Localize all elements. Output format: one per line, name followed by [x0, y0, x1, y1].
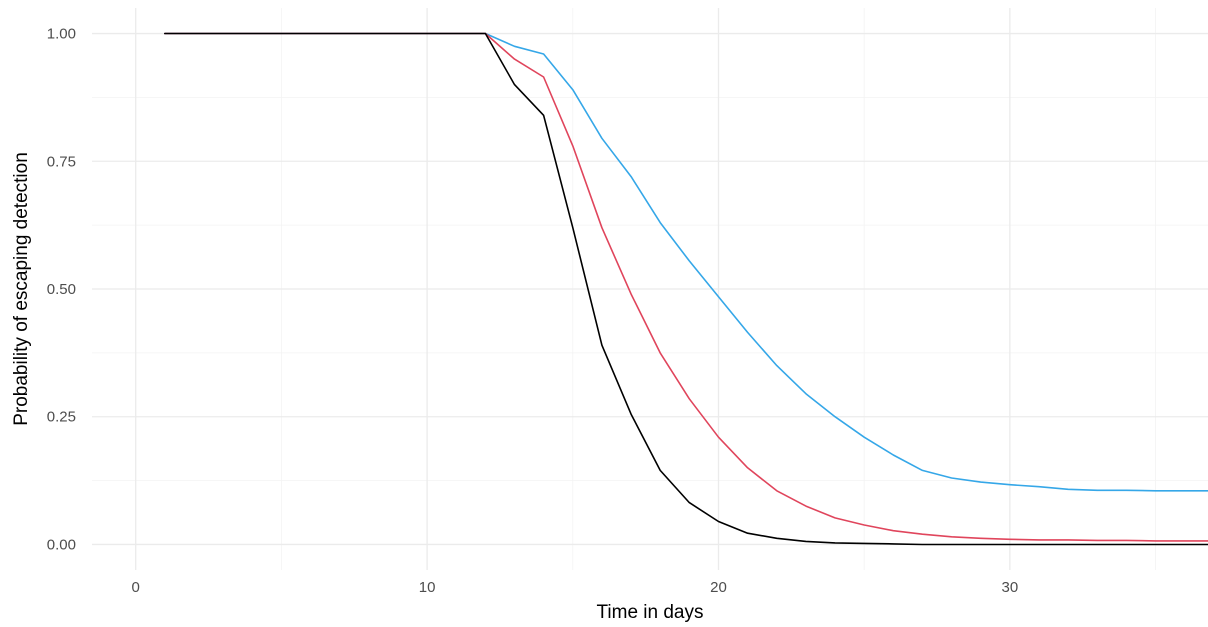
grid [92, 8, 1208, 570]
y-axis-tick-labels: 0.00 0.25 0.50 0.75 1.00 [47, 26, 76, 554]
y-tick-label: 0.00 [47, 536, 76, 553]
x-axis-title: Time in days [597, 602, 704, 623]
series-line-3 [164, 32, 1208, 546]
y-axis-title: Probability of escaping detection [11, 152, 32, 426]
series-line-2 [164, 32, 1208, 542]
x-axis-tick-labels: 0 10 20 30 [132, 579, 1019, 596]
series-line-1 [164, 32, 1208, 492]
x-tick-label: 20 [710, 579, 727, 596]
y-tick-label: 1.00 [47, 26, 76, 43]
x-tick-label: 10 [419, 579, 436, 596]
y-tick-label: 0.25 [47, 409, 76, 426]
series-lines [164, 32, 1208, 546]
y-tick-label: 0.50 [47, 281, 76, 298]
y-tick-label: 0.75 [47, 153, 76, 170]
x-tick-label: 0 [132, 579, 140, 596]
x-tick-label: 30 [1002, 579, 1019, 596]
